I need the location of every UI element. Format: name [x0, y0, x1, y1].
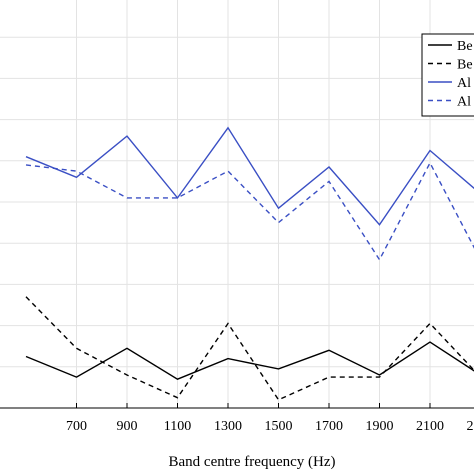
x-axis-title: Band centre frequency (Hz) — [169, 454, 336, 470]
x-tick-label: 1500 — [265, 419, 293, 434]
x-tick-label: 900 — [117, 419, 138, 434]
legend-box — [421, 33, 474, 117]
x-tick-label: 1900 — [366, 419, 394, 434]
series-line-3 — [25, 126, 474, 226]
series-line-1 — [25, 341, 474, 380]
legend-label: Be — [457, 58, 473, 73]
x-tick-label: 700 — [66, 419, 87, 434]
series-line-2 — [25, 296, 474, 401]
legend-label: Al — [457, 76, 471, 91]
plot-frame — [0, 407, 474, 409]
x-tick-label: 1700 — [315, 419, 343, 434]
x-tick-label: 1300 — [214, 419, 242, 434]
legend: Be Be Al Al — [421, 33, 474, 117]
series-line-4 — [25, 161, 474, 262]
series-lines — [25, 126, 474, 401]
legend-label: Al — [457, 95, 471, 110]
x-axis-ticks: 70090011001300150017001900210023002 — [66, 403, 474, 434]
x-tick-label: 2100 — [416, 419, 444, 434]
legend-label: Be — [457, 39, 473, 54]
grid-lines — [0, 0, 474, 408]
x-tick-label: 1100 — [164, 419, 191, 434]
x-tick-label: 2300 — [467, 419, 474, 434]
